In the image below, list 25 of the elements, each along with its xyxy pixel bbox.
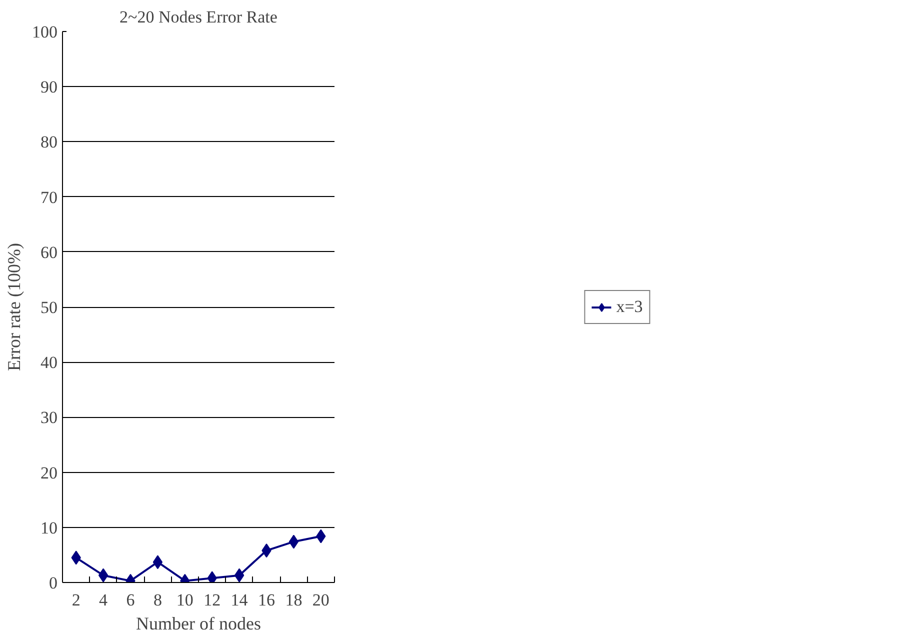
y-tick-label: 0 <box>49 574 58 592</box>
x-tick-label: 16 <box>258 590 275 610</box>
y-tick-label: 90 <box>40 78 58 97</box>
y-tick-label: 60 <box>40 242 58 262</box>
legend-label: x=3 <box>616 296 643 316</box>
x-tick-label: 20 <box>312 590 330 610</box>
y-tick-label: 50 <box>40 298 58 317</box>
x-axis-title: Number of nodes <box>136 614 261 634</box>
x-tick-label: 8 <box>153 590 162 610</box>
x-tick-label: 4 <box>99 590 108 610</box>
y-tick-label: 70 <box>40 188 58 207</box>
y-tick-label: 20 <box>40 463 58 482</box>
y-tick-label: 100 <box>32 22 58 42</box>
y-tick-label: 10 <box>40 518 58 538</box>
x-tick-label: 12 <box>204 590 221 610</box>
chart-title: 2~20 Nodes Error Rate <box>120 8 278 26</box>
x-tick-label: 14 <box>230 590 248 610</box>
y-tick-label: 40 <box>40 353 58 372</box>
x-tick-label: 6 <box>126 590 135 610</box>
y-axis-title: Error rate (100%) <box>4 243 24 371</box>
x-tick-label: 2 <box>72 590 80 610</box>
x-tick-label: 18 <box>285 590 302 610</box>
y-tick-label: 80 <box>40 132 58 152</box>
y-tick-label: 30 <box>40 408 58 428</box>
x-tick-label: 10 <box>176 590 194 610</box>
